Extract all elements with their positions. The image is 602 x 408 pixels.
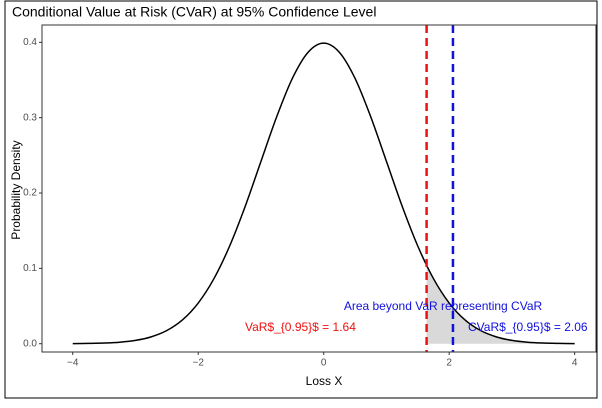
- annotation: VaR$_{0.95}$ = 1.64: [245, 320, 356, 334]
- annotation: Area beyond VaR representing CVaR: [344, 299, 543, 313]
- x-tick-label: −2: [193, 358, 205, 369]
- y-tick-label: 0.3: [23, 112, 37, 123]
- y-tick-label: 0.4: [23, 37, 37, 48]
- outer-border: [4, 0, 598, 399]
- x-tick-label: 0: [321, 358, 327, 369]
- density-curve: [72, 42, 575, 345]
- annotation: CVaR$_{0.95}$ = 2.06: [468, 320, 588, 334]
- y-tick-label: 0.1: [23, 263, 37, 274]
- x-tick-label: 2: [446, 358, 452, 369]
- x-tick-label: 4: [572, 358, 578, 369]
- y-tick-label: 0.2: [23, 188, 37, 199]
- cvar-area: [426, 265, 575, 344]
- y-tick-label: 0.0: [23, 338, 37, 349]
- x-tick-label: −4: [67, 358, 79, 369]
- panel-border: [41, 24, 597, 353]
- chart-title: Conditional Value at Risk (CVaR) at 95% …: [12, 4, 376, 20]
- x-axis-label: Loss X: [306, 374, 343, 388]
- y-axis-label: Probability Density: [9, 140, 23, 239]
